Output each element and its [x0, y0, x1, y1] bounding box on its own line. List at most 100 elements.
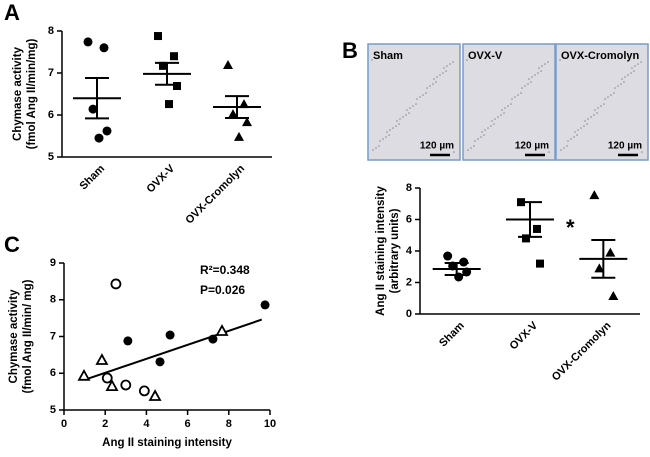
micrograph-speck: [614, 87, 616, 89]
micrograph-speck: [439, 74, 441, 76]
y-axis-label: Ang II staining intensity: [375, 186, 387, 316]
point: [154, 32, 162, 41]
micrograph-speck: [613, 92, 615, 94]
x-tick-label: 8: [226, 418, 232, 430]
micrograph-speck: [593, 114, 595, 116]
micrograph-speck: [416, 98, 418, 100]
point: [594, 263, 605, 273]
panel-label: B: [342, 38, 358, 63]
y-axis-label: Chymase activity: [8, 289, 20, 384]
error-bar: [591, 238, 616, 279]
x-tick-label: OVX-Cromolyn: [550, 319, 614, 383]
scale-bar-label: 120 µm: [515, 141, 549, 152]
micrograph-speck: [406, 109, 408, 111]
micrograph-speck: [436, 76, 438, 78]
micrograph-speck: [491, 120, 493, 122]
micrograph-speck: [433, 78, 435, 80]
micrograph-speck: [630, 72, 632, 74]
micrograph-speck: [603, 103, 605, 105]
point: [454, 272, 464, 282]
micrograph-speck: [511, 98, 513, 100]
micrograph-speck: [514, 96, 516, 98]
y-tick-label: 6: [50, 367, 56, 379]
micrograph-speck: [587, 118, 589, 120]
y-axis-label: (arbitrary units): [389, 208, 401, 293]
micrograph-speck: [425, 92, 427, 94]
y-tick-label: 7: [48, 67, 54, 79]
significance-marker: *: [566, 215, 575, 240]
x-tick-label: OVX-V: [507, 319, 540, 352]
micrograph-speck: [483, 134, 485, 136]
error-bar: [85, 77, 109, 120]
micrograph-speck: [580, 127, 582, 129]
micrograph-speck: [610, 94, 612, 96]
micrograph-label: Sham: [373, 50, 403, 62]
point: [223, 60, 233, 70]
point: [120, 379, 132, 391]
point: [533, 224, 541, 233]
micrograph-speck: [633, 70, 635, 72]
micrograph-speck: [389, 129, 391, 131]
micrograph-speck: [607, 96, 609, 98]
micrograph-speck: [382, 138, 384, 140]
point: [77, 368, 91, 381]
micrograph-speck: [453, 151, 455, 153]
micrograph-speck: [426, 87, 428, 89]
x-axis-label: Ang II staining intensity: [102, 437, 232, 449]
micrograph-speck: [590, 116, 592, 118]
micrograph-speck: [494, 118, 496, 120]
micrograph-speck: [500, 114, 502, 116]
x-tick-label: OVX-Cromolyn: [183, 162, 247, 226]
micrograph-speck: [466, 59, 468, 61]
micrograph: [462, 43, 556, 161]
micrograph-speck: [524, 85, 526, 87]
micrograph-speck: [402, 116, 404, 118]
x-tick-label: 10: [264, 418, 276, 430]
micrograph-speck: [517, 94, 519, 96]
micrograph-speck: [415, 103, 417, 105]
micrograph-speck: [541, 65, 543, 67]
x-tick-label: OVX-V: [144, 162, 177, 195]
micrograph-speck: [504, 107, 506, 109]
micrograph-speck: [537, 72, 539, 74]
y-tick-label: 9: [50, 257, 56, 269]
micrograph-speck: [527, 83, 529, 85]
x-tick-label: 6: [185, 418, 191, 430]
y-tick-label: 6: [406, 213, 412, 225]
micrograph-speck: [510, 103, 512, 105]
point: [208, 334, 218, 344]
micrograph: [555, 43, 649, 161]
point: [536, 259, 544, 268]
micrograph-speck: [548, 151, 550, 153]
micrograph-speck: [637, 63, 639, 65]
error-bar: [518, 201, 542, 238]
fit-line: [84, 318, 263, 381]
micrograph-speck: [399, 118, 401, 120]
annotation: R²=0.348: [200, 263, 250, 277]
micrograph-speck: [528, 78, 530, 80]
micrograph-speck: [520, 92, 522, 94]
point: [228, 109, 238, 119]
point: [95, 353, 109, 365]
y-tick-label: 5: [50, 404, 56, 416]
micrograph-speck: [620, 83, 622, 85]
y-tick-label: 5: [48, 151, 54, 163]
micrograph-speck: [379, 140, 381, 142]
y-tick-label: 0: [406, 308, 412, 320]
point: [215, 324, 229, 336]
micrograph-speck: [422, 94, 424, 96]
point: [260, 300, 270, 310]
y-axis-label: (fmol Ang II/min/ mg): [22, 279, 34, 393]
micrograph-speck: [596, 112, 598, 114]
point: [165, 330, 175, 340]
micrograph-speck: [419, 96, 421, 98]
micrograph: [367, 43, 461, 161]
y-tick-label: 4: [406, 245, 413, 257]
point: [110, 278, 122, 290]
micrograph-speck: [604, 98, 606, 100]
annotation: P=0.026: [200, 283, 245, 297]
micrograph-speck: [501, 109, 503, 111]
scale-bar-label: 120 µm: [608, 141, 642, 152]
micrograph-speck: [627, 74, 629, 76]
